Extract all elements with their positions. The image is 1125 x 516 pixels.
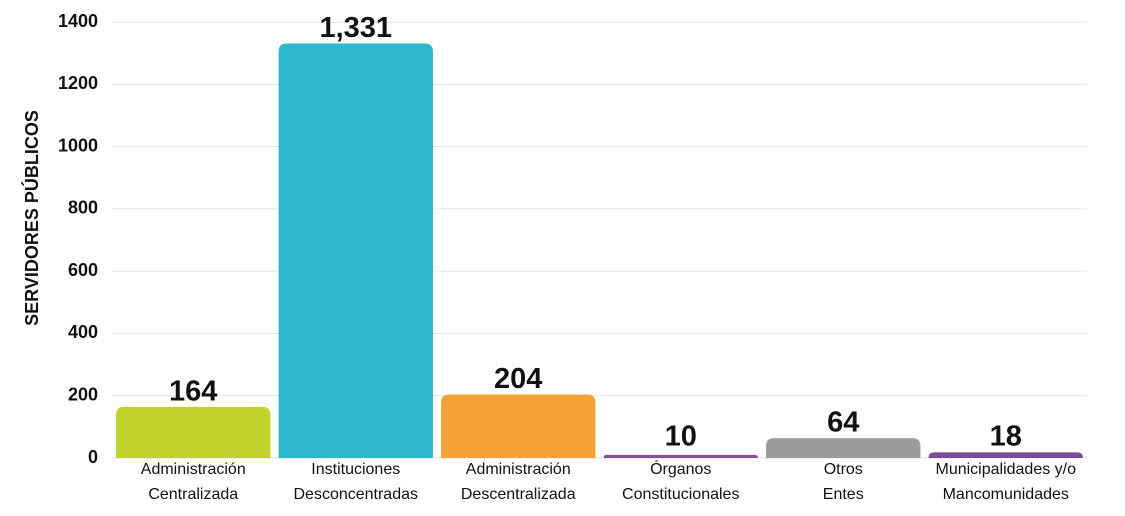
x-tick-label-line: Administración xyxy=(466,461,571,478)
x-tick-label-line: Constitucionales xyxy=(622,486,739,503)
data-label: 164 xyxy=(169,376,217,408)
data-label: 18 xyxy=(990,421,1022,453)
bar xyxy=(766,438,921,458)
x-tick-label-line: Centralizada xyxy=(148,486,238,503)
y-tick-label: 600 xyxy=(68,260,98,280)
x-tick-label-line: Instituciones xyxy=(311,461,400,478)
x-tick-label-line: Desconcentradas xyxy=(293,486,418,503)
x-tick-label-line: Órganos xyxy=(650,459,711,478)
x-tick-label: Administración Centralizada xyxy=(141,461,246,503)
data-label: 1,331 xyxy=(319,12,392,44)
x-tick-label-line: Mancomunidades xyxy=(943,486,1069,503)
x-tick-label: Otros Entes xyxy=(823,461,864,503)
y-axis-label: SERVIDORES PÚBLICOS xyxy=(21,110,42,326)
y-tick-label: 400 xyxy=(68,322,98,342)
y-tick-label: 0 xyxy=(88,447,98,467)
x-tick-label-line: Otros xyxy=(824,461,863,478)
y-tick-label: 1200 xyxy=(58,73,98,93)
x-tick-label-line: Administración xyxy=(141,461,246,478)
bar xyxy=(603,454,758,458)
x-tick-label: Órganos Constitucionales xyxy=(622,459,739,503)
bar xyxy=(116,406,271,458)
x-tick-label-line: Entes xyxy=(823,486,864,503)
data-label: 64 xyxy=(827,407,859,439)
x-tick-label-line: Descentralizada xyxy=(461,486,576,503)
x-tick-label: Administración Descentralizada xyxy=(461,461,576,503)
x-tick-label: Instituciones Desconcentradas xyxy=(293,461,418,503)
data-label: 10 xyxy=(665,421,697,453)
x-tick-label-line: Municipalidades y/o xyxy=(935,461,1076,478)
y-tick-label: 1400 xyxy=(58,11,98,31)
data-label: 204 xyxy=(494,363,542,395)
bar xyxy=(928,452,1083,458)
bar xyxy=(441,394,596,458)
bar xyxy=(278,43,433,458)
x-tick-label: Municipalidades y/o Mancomunidades xyxy=(935,461,1076,503)
y-tick-label: 1000 xyxy=(58,135,98,155)
y-tick-label: 200 xyxy=(68,384,98,404)
y-tick-label: 800 xyxy=(68,198,98,218)
